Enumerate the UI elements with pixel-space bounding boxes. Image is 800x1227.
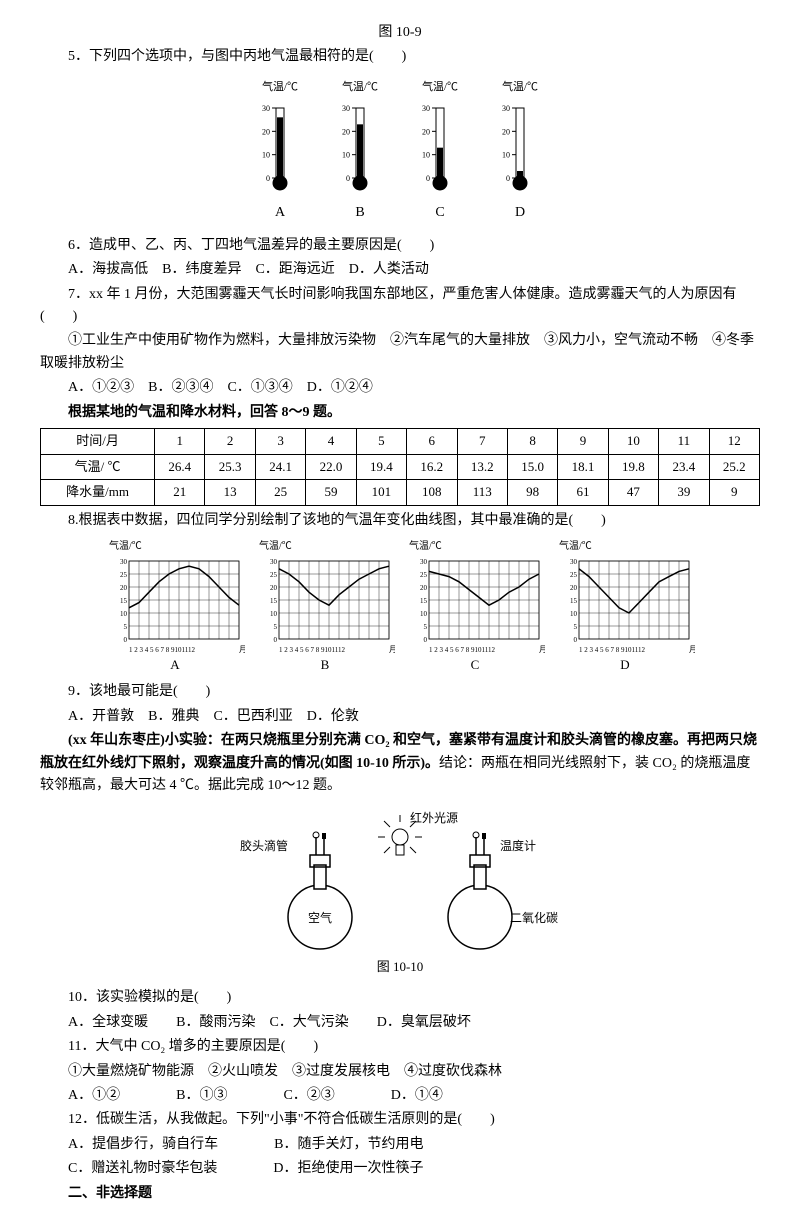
label-co2: 二氧化碳 <box>510 909 558 928</box>
svg-text:25: 25 <box>570 571 578 579</box>
svg-text:0: 0 <box>266 174 270 183</box>
q6-text: 6．造成甲、乙、丙、丁四地气温差异的最主要原因是( ) <box>40 235 760 257</box>
experiment-diagram: 胶头滴管 红外光源 温度计 空气 二氧化碳 图 10-10 <box>40 807 760 977</box>
q7-options: A．①②③ B．②③④ C．①③④ D．①②④ <box>40 377 760 399</box>
svg-text:20: 20 <box>120 584 128 592</box>
svg-text:月: 月 <box>689 645 695 654</box>
svg-text:1 2 3 4 5 6 7 8 9101112: 1 2 3 4 5 6 7 8 9101112 <box>129 646 195 654</box>
svg-text:30: 30 <box>422 104 430 113</box>
flask-svg <box>230 807 570 957</box>
q5-text: 5．下列四个选项中，与图中丙地气温最相符的是( ) <box>40 46 760 68</box>
svg-text:月: 月 <box>539 645 545 654</box>
svg-text:30: 30 <box>502 104 510 113</box>
svg-text:20: 20 <box>502 128 510 137</box>
svg-text:20: 20 <box>422 128 430 137</box>
svg-text:0: 0 <box>346 174 350 183</box>
svg-text:20: 20 <box>570 584 578 592</box>
climate-data-table: 时间/月123456789101112气温/ ℃26.425.324.122.0… <box>40 428 760 506</box>
q9-text: 9．该地最可能是( ) <box>40 681 760 703</box>
svg-text:20: 20 <box>342 128 350 137</box>
q10-text: 10．该实验模拟的是( ) <box>40 987 760 1009</box>
chart-A: 气温/℃ 051015202530 1 2 3 4 5 6 7 8 910111… <box>105 539 245 676</box>
chart-B: 气温/℃ 051015202530 1 2 3 4 5 6 7 8 910111… <box>255 539 395 676</box>
q12-optA: A．提倡步行，骑自行车 <box>68 1137 218 1152</box>
svg-text:10: 10 <box>422 151 430 160</box>
thermometer-D: 气温/℃ 0102030 D <box>495 79 545 225</box>
svg-text:5: 5 <box>424 623 428 631</box>
chart-D: 气温/℃ 051015202530 1 2 3 4 5 6 7 8 910111… <box>555 539 695 676</box>
svg-text:30: 30 <box>120 558 128 566</box>
svg-text:15: 15 <box>270 597 278 605</box>
svg-text:0: 0 <box>426 174 430 183</box>
svg-text:25: 25 <box>270 571 278 579</box>
svg-text:10: 10 <box>342 151 350 160</box>
svg-text:20: 20 <box>262 128 270 137</box>
svg-text:10: 10 <box>570 610 578 618</box>
q9-options: A．开普敦 B．雅典 C．巴西利亚 D．伦敦 <box>40 706 760 728</box>
q12-row2: C．赠送礼物时豪华包装 D．拒绝使用一次性筷子 <box>40 1158 760 1180</box>
q7-text: 7．xx 年 1 月份，大范围雾霾天气长时间影响我国东部地区，严重危害人体健康。… <box>40 284 760 329</box>
q12-optB: B．随手关灯，节约用电 <box>274 1137 423 1152</box>
svg-text:20: 20 <box>270 584 278 592</box>
q10-options: A．全球变暖 B．酸雨污染 C．大气污染 D．臭氧层破坏 <box>40 1012 760 1034</box>
svg-text:10: 10 <box>420 610 428 618</box>
intro-8-9: 根据某地的气温和降水材料，回答 8～9 题。 <box>40 402 760 424</box>
q8-text: 8.根据表中数据，四位同学分别绘制了该地的气温年变化曲线图，其中最准确的是( ) <box>40 510 760 532</box>
chart-C: 气温/℃ 051015202530 1 2 3 4 5 6 7 8 910111… <box>405 539 545 676</box>
q6-options: A．海拔高低 B．纬度差异 C．距海远近 D．人类活动 <box>40 259 760 281</box>
svg-text:10: 10 <box>502 151 510 160</box>
svg-text:1 2 3 4 5 6 7 8 9101112: 1 2 3 4 5 6 7 8 9101112 <box>579 646 645 654</box>
svg-text:30: 30 <box>262 104 270 113</box>
section-2-heading: 二、非选择题 <box>40 1183 760 1205</box>
intro-prefix: (xx 年山东枣庄)小实验： <box>68 733 221 748</box>
svg-text:15: 15 <box>420 597 428 605</box>
svg-text:25: 25 <box>120 571 128 579</box>
svg-text:15: 15 <box>120 597 128 605</box>
figure-label-10-9: 图 10-9 <box>40 22 760 44</box>
label-air: 空气 <box>308 909 332 928</box>
svg-text:月: 月 <box>239 645 245 654</box>
label-thermo: 温度计 <box>500 837 536 856</box>
svg-text:30: 30 <box>270 558 278 566</box>
thermometer-A: 气温/℃ 0102030 A <box>255 79 305 225</box>
svg-text:0: 0 <box>424 636 428 644</box>
svg-text:5: 5 <box>574 623 578 631</box>
svg-text:20: 20 <box>420 584 428 592</box>
q12-row1: A．提倡步行，骑自行车 B．随手关灯，节约用电 <box>40 1134 760 1156</box>
thermometer-B: 气温/℃ 0102030 B <box>335 79 385 225</box>
svg-text:0: 0 <box>574 636 578 644</box>
svg-text:月: 月 <box>389 645 395 654</box>
svg-text:15: 15 <box>570 597 578 605</box>
q12-optC: C．赠送礼物时豪华包装 <box>68 1161 217 1176</box>
svg-text:30: 30 <box>342 104 350 113</box>
intro-10-12: (xx 年山东枣庄)小实验：在两只烧瓶里分别充满 CO₂ 和空气，塞紧带有温度计… <box>40 730 760 797</box>
label-dropper: 胶头滴管 <box>240 837 288 856</box>
figure-label-10-10: 图 10-10 <box>230 957 570 978</box>
q12-optD: D．拒绝使用一次性筷子 <box>273 1161 423 1176</box>
svg-text:0: 0 <box>124 636 128 644</box>
svg-text:30: 30 <box>420 558 428 566</box>
thermometer-row: 气温/℃ 0102030 A 气温/℃ 0102030 B 气温/℃ 0 <box>40 79 760 225</box>
q12-text: 12．低碳生活，从我做起。下列"小事"不符合低碳生活原则的是( ) <box>40 1109 760 1131</box>
label-ir: 红外光源 <box>410 809 458 828</box>
q11-options: A．①② B．①③ C．②③ D．①④ <box>40 1085 760 1107</box>
svg-text:1 2 3 4 5 6 7 8 9101112: 1 2 3 4 5 6 7 8 9101112 <box>429 646 495 654</box>
svg-text:10: 10 <box>270 610 278 618</box>
q7-items: ①工业生产中使用矿物作为燃料，大量排放污染物 ②汽车尾气的大量排放 ③风力小，空… <box>40 330 760 375</box>
svg-text:0: 0 <box>274 636 278 644</box>
svg-text:30: 30 <box>570 558 578 566</box>
thermometer-C: 气温/℃ 0102030 C <box>415 79 465 225</box>
svg-text:10: 10 <box>120 610 128 618</box>
svg-text:5: 5 <box>274 623 278 631</box>
svg-text:1 2 3 4 5 6 7 8 9101112: 1 2 3 4 5 6 7 8 9101112 <box>279 646 345 654</box>
svg-text:10: 10 <box>262 151 270 160</box>
q11-items: ①大量燃烧矿物能源 ②火山喷发 ③过度发展核电 ④过度砍伐森林 <box>40 1061 760 1083</box>
svg-text:25: 25 <box>420 571 428 579</box>
svg-text:0: 0 <box>506 174 510 183</box>
svg-text:5: 5 <box>124 623 128 631</box>
chart-row: 气温/℃ 051015202530 1 2 3 4 5 6 7 8 910111… <box>40 539 760 676</box>
q11-text: 11．大气中 CO₂ 增多的主要原因是( ) <box>40 1036 760 1058</box>
